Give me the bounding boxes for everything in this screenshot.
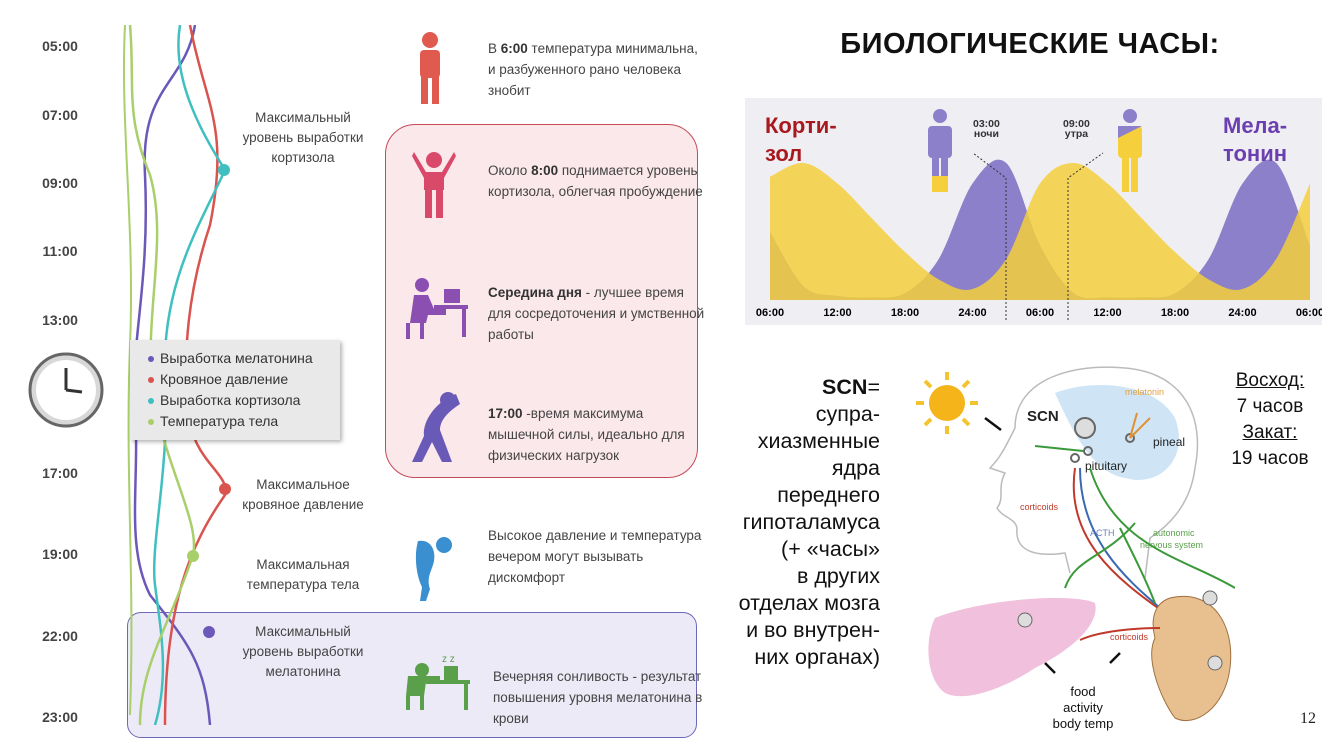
- melatonin-label: Мела-тонин: [1223, 113, 1288, 166]
- annotation-line: [1067, 152, 1104, 320]
- person-icon: [928, 109, 952, 192]
- svg-text:pituitary: pituitary: [1085, 459, 1127, 473]
- legend-item: Выработка кортизола: [148, 390, 340, 411]
- x-tick-label: 12:00: [823, 307, 851, 319]
- time-label: 17:00: [42, 465, 78, 481]
- note-item: Середина дня - лучшее время для сосредот…: [488, 285, 705, 342]
- legend-item: Температура тела: [148, 411, 340, 432]
- annotation-9am: 09:00 утра: [1063, 118, 1090, 140]
- temperature-annotation: Максимальная температура тела: [246, 557, 360, 592]
- x-tick-label: 12:00: [1093, 307, 1121, 319]
- legend-item: Кровяное давление: [148, 369, 340, 390]
- melatonin-peak-dot: [203, 626, 215, 638]
- cortisol-area: [770, 162, 1310, 300]
- annotation-line: [972, 152, 1007, 320]
- page-number: 12: [1300, 710, 1316, 727]
- stretching-person-icon: [412, 392, 460, 462]
- light-arrow: [984, 417, 1002, 431]
- circadian-diagram: SCN melatonin pineal pituitary corticoid…: [916, 366, 1235, 731]
- svg-text:activity: activity: [1063, 700, 1103, 715]
- svg-text:SCN: SCN: [1027, 408, 1059, 425]
- svg-text:z z: z z: [442, 654, 455, 665]
- chart-panel: 06:00 12:00 18:00 24:00 06:00 12:00 18:00 24:00…: [745, 98, 1324, 325]
- note-item: В 6:00 температура минимальна, и разбуже…: [488, 41, 698, 98]
- clock-icon: [28, 352, 104, 428]
- legend-item: Выработка мелатонина: [148, 348, 340, 369]
- liver-shape: [928, 598, 1096, 697]
- svg-text:nervous system: nervous system: [1140, 540, 1203, 550]
- sleeping-at-desk-icon: z z: [406, 654, 470, 710]
- x-tick-label: 06:00: [1026, 307, 1054, 319]
- kidney-shape: [1151, 596, 1232, 721]
- x-tick-label: 06:00: [756, 307, 784, 319]
- cortisol-peak-dot: [218, 164, 230, 176]
- person-at-desk-icon: [406, 278, 468, 339]
- scn-clock-icon: [1074, 417, 1096, 439]
- annotation-3am: 03:00 ночи: [973, 118, 1000, 140]
- note-item: Около 8:00 поднимается уровень кортизола…: [488, 163, 703, 199]
- time-label: 07:00: [42, 107, 78, 123]
- cortisol-label: Корти-зол: [765, 113, 837, 166]
- waking-person-icon: [412, 152, 456, 218]
- person-icon: [1118, 109, 1142, 192]
- liver-clock-icon: [1017, 612, 1033, 628]
- note-item: 17:00 -время максимума мышечной силы, ид…: [488, 406, 685, 463]
- svg-text:body temp: body temp: [1053, 716, 1114, 731]
- time-label: 13:00: [42, 312, 78, 328]
- svg-text:melatonin: melatonin: [1125, 387, 1164, 397]
- time-label: 09:00: [42, 175, 78, 191]
- cortisol-melatonin-chart: 06:00 12:00 18:00 24:00 06:00 12:00 18:00 24:00…: [756, 109, 1324, 320]
- svg-text:ACTH: ACTH: [1090, 528, 1115, 538]
- svg-text:pineal: pineal: [1153, 435, 1185, 449]
- svg-text:corticoids: corticoids: [1020, 502, 1059, 512]
- x-tick-label: 18:00: [891, 307, 919, 319]
- note-item: Вечерняя сонливость - результат повышени…: [493, 669, 703, 726]
- x-tick-label: 24:00: [1228, 307, 1256, 319]
- x-tick-label: 06:00: [1296, 307, 1322, 319]
- time-label: 22:00: [42, 628, 78, 644]
- time-label: 19:00: [42, 546, 78, 562]
- x-tick-label: 18:00: [1161, 307, 1189, 319]
- bent-person-icon: [415, 537, 452, 601]
- head-outline: [988, 366, 1199, 579]
- time-label: 11:00: [42, 243, 78, 259]
- time-label: 05:00: [42, 38, 78, 54]
- melatonin-annotation: Максимальный уровень выработки мелатонин…: [242, 624, 364, 679]
- x-tick-label: 24:00: [958, 307, 986, 319]
- shivering-person-icon: [420, 32, 440, 104]
- sunrise-sunset-info: Восход: 7 часов Закат: 19 часов: [1231, 370, 1309, 469]
- temperature-peak-dot: [187, 550, 199, 562]
- svg-text:food: food: [1070, 684, 1095, 699]
- cortisol-annotation: Максимальный уровень выработки кортизола: [242, 110, 364, 165]
- page-title: БИОЛОГИЧЕСКИЕ ЧАСЫ:: [840, 28, 1220, 60]
- svg-text:autonomic: autonomic: [1153, 528, 1195, 538]
- svg-text:corticoids: corticoids: [1110, 632, 1149, 642]
- note-item: Высокое давление и температура вечером м…: [488, 528, 702, 585]
- legend: Выработка мелатонина Кровяное давление В…: [130, 340, 340, 440]
- sun-icon: [916, 372, 978, 434]
- blood-pressure-annotation: Максимальное кровяное давление: [242, 477, 364, 512]
- evening-highlight-box: [127, 612, 697, 738]
- blood-pressure-peak-dot: [219, 483, 231, 495]
- scn-definition: SCN= супра-хиазменные ядра переднего гипота…: [738, 375, 880, 669]
- time-label: 23:00: [42, 709, 78, 725]
